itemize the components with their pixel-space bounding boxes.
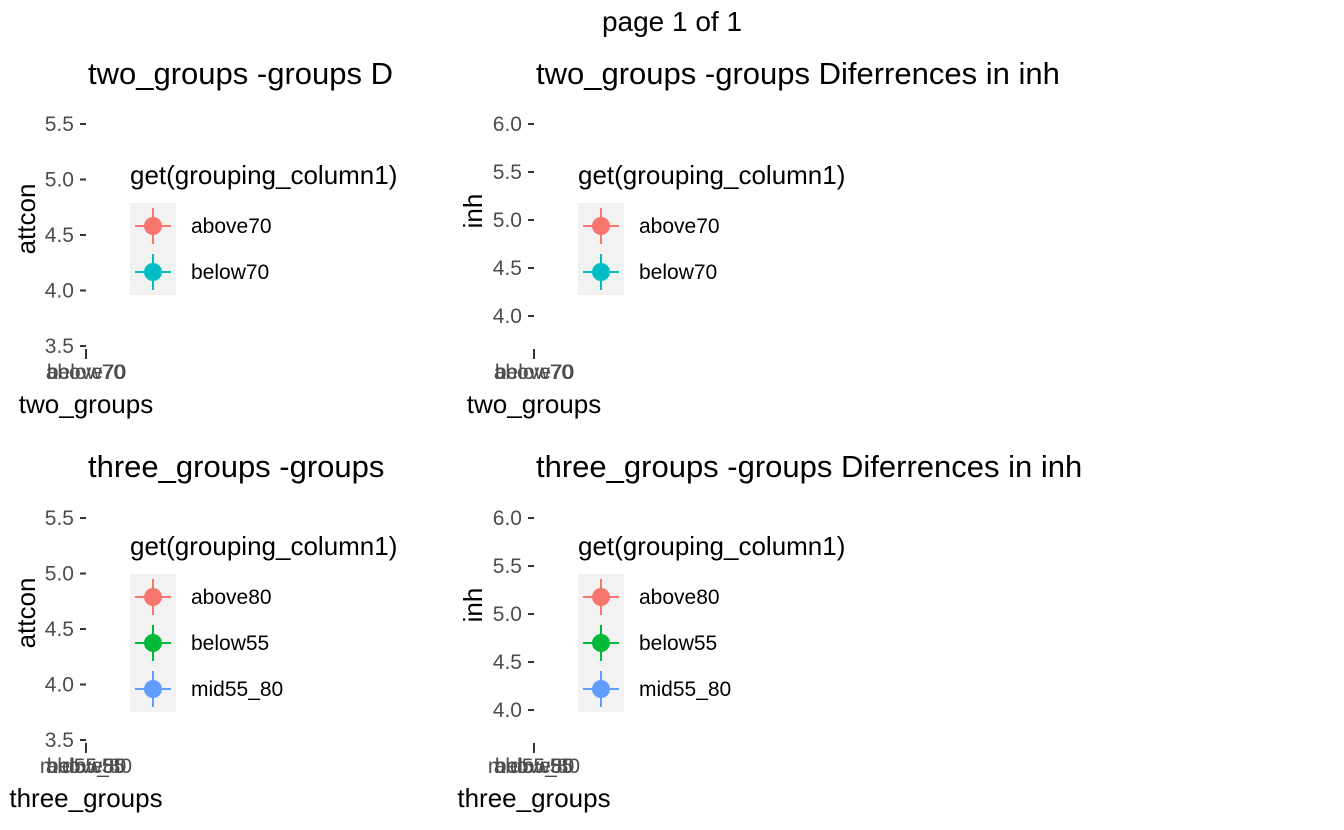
y-tick-label: 3.5 [45,729,74,752]
x-axis-label: two_groups [467,389,601,419]
y-tick-label: 5.5 [493,555,522,578]
legend-entry-label: above80 [639,586,720,609]
y-axis-label: inh [458,588,488,623]
y-tick-label: 5.5 [493,161,522,184]
y-axis-label: inh [458,194,488,229]
legend-entry-label: below70 [191,261,269,284]
page-title: page 1 of 1 [601,6,743,37]
y-tick-label: 5.0 [45,169,74,192]
y-tick-label: 4.0 [493,699,522,722]
legend-key-point [592,217,610,235]
legend-title: get(grouping_column1) [578,531,845,561]
legend-key-point [144,680,162,698]
y-tick-label: 5.0 [493,603,522,626]
y-tick-label: 5.5 [45,113,74,136]
y-tick-label: 4.0 [493,305,522,328]
legend-entry-label: above70 [191,215,272,238]
x-tick-label: below70 [495,361,573,384]
legend-key-point [144,217,162,235]
legend-key-point [592,634,610,652]
legend-key-point [592,263,610,281]
y-tick-label: 4.5 [493,651,522,674]
chart-panel-3: three_groups -groups 3.5 4.0 4.5 5.0 5.5 above… [9,449,397,813]
y-tick-label: 5.5 [45,507,74,530]
y-tick-label: 4.5 [493,257,522,280]
x-axis-label: three_groups [457,783,610,813]
legend-entry-label: below55 [639,632,717,655]
legend: get(grouping_column1) above70 below70 [578,160,845,295]
legend-key-point [592,680,610,698]
chart-title: two_groups -groups Diferrences in inh [536,56,1060,91]
x-axis-label: two_groups [19,389,153,419]
y-axis-label: attcon [11,184,41,255]
y-tick-label: 6.0 [493,113,522,136]
y-tick-label: 4.5 [45,224,74,247]
legend-key-point [144,263,162,281]
x-tick-label: above70 [494,361,575,384]
legend-key-point [144,588,162,606]
x-tick-label: above80 [494,755,575,778]
x-tick-label: below55 [47,755,125,778]
y-tick-label: 3.5 [45,335,74,358]
x-tick-label: below55 [495,755,573,778]
chart-panel-4: three_groups -groups Diferrences in inh 4… [457,449,1082,813]
legend: get(grouping_column1) above80 below55 mid55… [130,531,397,712]
x-axis-label: three_groups [9,783,162,813]
y-tick-label: 4.0 [45,280,74,303]
chart-title: two_groups -groups D [88,56,393,91]
legend-key-point [144,634,162,652]
legend-key-point [592,588,610,606]
y-axis-label: attcon [11,578,41,649]
chart-panel-2: two_groups -groups Diferrences in inh 4.0… [458,56,1060,419]
x-tick-label: mid55_80 [40,755,132,778]
y-tick-label: 5.0 [45,563,74,586]
x-tick-label: below70 [47,361,125,384]
chart-panel-1: two_groups -groups D 3.5 4.0 4.5 5.0 5.5 above… [11,56,397,419]
y-tick-label: 6.0 [493,507,522,530]
y-tick-label: 4.5 [45,618,74,641]
legend-entry-label: below70 [639,261,717,284]
x-tick-label: mid55_80 [488,755,580,778]
legend-entry-label: mid55_80 [639,678,731,701]
legend-entry-label: below55 [191,632,269,655]
legend-title: get(grouping_column1) [130,160,397,190]
chart-title: three_groups -groups [88,449,384,484]
y-tick-label: 4.0 [45,674,74,697]
x-tick-label: above80 [46,755,127,778]
x-tick-label: above70 [46,361,127,384]
legend-entry-label: above70 [639,215,720,238]
legend: get(grouping_column1) above70 below70 [130,160,397,295]
legend-entry-label: mid55_80 [191,678,283,701]
legend-title: get(grouping_column1) [130,531,397,561]
chart-title: three_groups -groups Diferrences in inh [536,449,1082,484]
legend-title: get(grouping_column1) [578,160,845,190]
y-tick-label: 5.0 [493,209,522,232]
legend: get(grouping_column1) above80 below55 mid55… [578,531,845,712]
legend-entry-label: above80 [191,586,272,609]
